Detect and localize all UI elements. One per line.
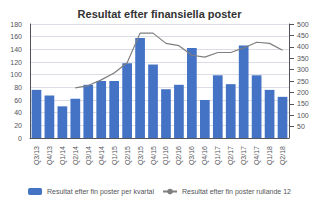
- svg-text:350: 350: [297, 55, 309, 62]
- svg-text:300: 300: [297, 66, 309, 73]
- svg-text:150: 150: [297, 100, 309, 107]
- svg-text:Q1/15: Q1/15: [111, 146, 119, 165]
- svg-text:Q4/14: Q4/14: [98, 146, 106, 165]
- svg-text:Q4/13: Q4/13: [46, 146, 54, 165]
- svg-text:80: 80: [14, 84, 22, 91]
- svg-text:Q4/17: Q4/17: [253, 146, 261, 165]
- svg-text:100: 100: [10, 71, 22, 78]
- svg-text:180: 180: [10, 21, 22, 28]
- svg-text:Resultat efter finansiella pos: Resultat efter finansiella poster: [78, 8, 243, 20]
- svg-text:Q4/15: Q4/15: [150, 146, 158, 165]
- svg-text:50: 50: [297, 123, 305, 130]
- svg-text:200: 200: [297, 89, 309, 96]
- svg-text:Q3/13: Q3/13: [33, 146, 41, 165]
- svg-text:Q2/18: Q2/18: [279, 146, 287, 165]
- svg-text:450: 450: [297, 32, 309, 39]
- svg-text:250: 250: [297, 78, 309, 85]
- svg-text:Q2/14: Q2/14: [72, 146, 80, 165]
- svg-text:Resultat efter fin poster per: Resultat efter fin poster per kvartal: [47, 188, 154, 196]
- svg-text:120: 120: [10, 59, 22, 66]
- svg-text:140: 140: [10, 46, 22, 53]
- svg-text:400: 400: [297, 43, 309, 50]
- svg-text:20: 20: [14, 122, 22, 129]
- svg-text:Resultat efter fin poster rull: Resultat efter fin poster rullande 12: [182, 188, 291, 196]
- svg-text:Q4/16: Q4/16: [201, 146, 209, 165]
- svg-text:0: 0: [18, 135, 22, 142]
- svg-text:Q3/17: Q3/17: [240, 146, 248, 165]
- svg-text:Q3/15: Q3/15: [137, 146, 145, 165]
- svg-text:Q2/16: Q2/16: [175, 146, 183, 165]
- svg-text:Q1/16: Q1/16: [162, 146, 170, 165]
- svg-text:160: 160: [10, 33, 22, 40]
- svg-text:Q1/17: Q1/17: [214, 146, 222, 165]
- svg-text:500: 500: [297, 21, 309, 28]
- svg-text:Q3/16: Q3/16: [188, 146, 196, 165]
- svg-text:40: 40: [14, 109, 22, 116]
- svg-text:Q3/14: Q3/14: [85, 146, 93, 165]
- svg-text:60: 60: [14, 97, 22, 104]
- svg-text:Q1/18: Q1/18: [266, 146, 274, 165]
- svg-text:Q1/14: Q1/14: [59, 146, 67, 165]
- svg-text:Q2/15: Q2/15: [124, 146, 132, 165]
- svg-text:100: 100: [297, 112, 309, 119]
- svg-text:Q2/17: Q2/17: [227, 146, 235, 165]
